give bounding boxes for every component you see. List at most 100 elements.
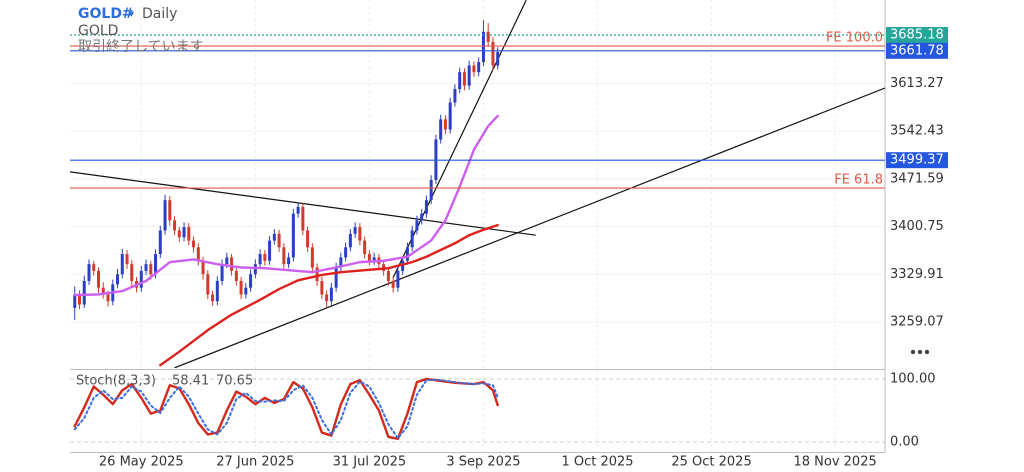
candle-body [301, 206, 305, 231]
candle-body [149, 264, 153, 275]
y-tick-label: 0.00 [890, 434, 919, 449]
candle-body [220, 264, 224, 281]
candle-body [306, 230, 310, 248]
candle-body [73, 294, 77, 308]
candle-body [358, 227, 362, 241]
candle-body [230, 257, 234, 271]
price-box [886, 152, 948, 169]
candle-body [173, 220, 177, 231]
price-line-label: FE 61.8 [834, 173, 883, 188]
trendline [174, 87, 885, 368]
candle-body [410, 230, 414, 248]
candle-body [130, 264, 134, 281]
candle-body [353, 227, 357, 234]
candle-body [458, 72, 462, 90]
candle-body [287, 257, 291, 265]
candle-body [462, 72, 466, 86]
menu-dot[interactable] [917, 349, 923, 355]
price-box-label: 3685.18 [890, 28, 944, 43]
price-box [886, 42, 948, 59]
candle-body [249, 274, 253, 288]
candle-body [486, 31, 490, 42]
price-line-label: FE 100.0 [826, 31, 883, 46]
main-plot [70, 0, 885, 368]
stoch-signal-value: 70.65 [216, 374, 253, 389]
candle-body [291, 213, 295, 258]
candle-body [97, 270, 101, 288]
candle-body [386, 270, 390, 281]
price-box-label: 3499.37 [890, 153, 944, 168]
candle-body [277, 233, 281, 248]
candle-body [481, 31, 485, 63]
candle-body [405, 247, 409, 261]
candle-body [439, 119, 443, 140]
menu-dot[interactable] [924, 349, 930, 355]
y-tick-label: 3542.43 [890, 124, 944, 139]
candle-body [467, 65, 471, 86]
candle-body [315, 267, 319, 281]
candle-body [206, 274, 210, 295]
candle-body [320, 280, 324, 295]
candle-body [177, 230, 181, 238]
more-menu[interactable] [910, 349, 930, 355]
candle-body [367, 254, 371, 261]
market-status: 取引終了しています [78, 39, 204, 55]
grid [70, 0, 885, 452]
candle-body [396, 270, 400, 288]
candle-body [296, 206, 300, 214]
axes: 26 May 2025 27 Jun 2025 31 Jul 2025 3 Sep 2… [70, 27, 948, 470]
candle-body [78, 294, 82, 305]
candle-body [106, 294, 110, 302]
candle-body [429, 179, 433, 201]
symbol-caret[interactable]: ▾ [129, 9, 134, 20]
candle-body [211, 294, 215, 302]
y-tick-label: 3471.59 [890, 171, 944, 186]
candle-body [82, 280, 86, 305]
candle-body [420, 213, 424, 221]
x-tick-label: 1 Oct 2025 [561, 455, 633, 470]
candle-body [325, 294, 329, 302]
candle-body [415, 220, 419, 231]
candle-body [424, 200, 428, 214]
candle-body [372, 257, 376, 261]
candle-body [334, 267, 338, 288]
candle-body [92, 264, 96, 271]
candle-body [391, 280, 395, 288]
candle-body [116, 274, 120, 285]
candle-body [348, 233, 352, 248]
stoch-title: Stoch(8,3,3) [76, 374, 156, 389]
stoch-main-value: 58.41 [172, 374, 209, 389]
x-tick-label: 26 May 2025 [99, 455, 184, 470]
timeframe[interactable]: Daily [142, 6, 177, 22]
candle-body [263, 254, 267, 261]
candle-body [187, 227, 191, 241]
candle-body [125, 254, 129, 265]
candle-body [192, 240, 196, 248]
indicator-line [73, 114, 499, 297]
candle-body [344, 247, 348, 258]
indicator-line [159, 223, 499, 367]
candle-body [244, 287, 248, 295]
candle-body [120, 254, 124, 275]
candle-body [154, 254, 158, 275]
candle-body [139, 270, 143, 288]
candle-body [158, 230, 162, 255]
x-tick-label: 31 Jul 2025 [333, 455, 407, 470]
candle-body [215, 280, 219, 302]
candle-body [87, 264, 91, 281]
candle-body [182, 227, 186, 238]
candle-body [401, 260, 405, 271]
candle-body [363, 240, 367, 255]
candle-body [282, 247, 286, 265]
candle-body [448, 102, 452, 130]
x-tick-label: 3 Sep 2025 [446, 455, 520, 470]
menu-dot[interactable] [910, 349, 916, 355]
candle-body [496, 51, 500, 66]
candle-body [196, 247, 200, 261]
candle-body [472, 65, 476, 73]
price-box [886, 27, 948, 44]
symbol[interactable]: GOLD# [78, 6, 134, 22]
candle-body [339, 257, 343, 268]
candle-body [144, 264, 148, 271]
